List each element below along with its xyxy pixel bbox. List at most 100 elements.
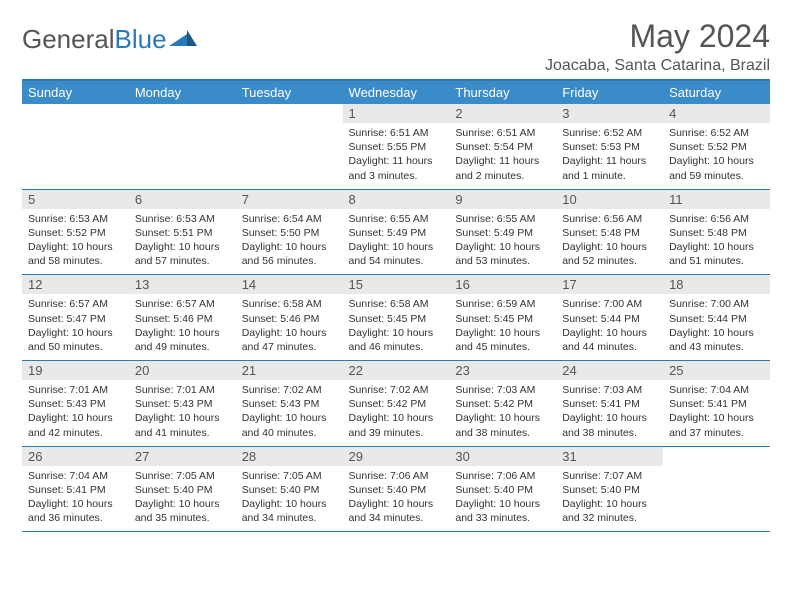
weekday-header: Saturday (663, 81, 770, 104)
day-number: 8 (343, 190, 450, 209)
day-number: 20 (129, 361, 236, 380)
day-number: 21 (236, 361, 343, 380)
day-detail: Sunrise: 6:52 AM Sunset: 5:53 PM Dayligh… (556, 123, 663, 189)
calendar-cell: 9Sunrise: 6:55 AM Sunset: 5:49 PM Daylig… (449, 189, 556, 275)
day-number: 27 (129, 447, 236, 466)
page-title: May 2024 (545, 18, 770, 55)
day-number: 6 (129, 190, 236, 209)
day-detail: Sunrise: 7:03 AM Sunset: 5:41 PM Dayligh… (556, 380, 663, 446)
calendar-cell: 6Sunrise: 6:53 AM Sunset: 5:51 PM Daylig… (129, 189, 236, 275)
day-detail: Sunrise: 6:52 AM Sunset: 5:52 PM Dayligh… (663, 123, 770, 189)
day-detail: Sunrise: 7:01 AM Sunset: 5:43 PM Dayligh… (129, 380, 236, 446)
calendar-cell: 12Sunrise: 6:57 AM Sunset: 5:47 PM Dayli… (22, 275, 129, 361)
title-block: May 2024 Joacaba, Santa Catarina, Brazil (545, 18, 770, 75)
day-detail: Sunrise: 7:02 AM Sunset: 5:42 PM Dayligh… (343, 380, 450, 446)
day-detail: Sunrise: 6:53 AM Sunset: 5:52 PM Dayligh… (22, 209, 129, 275)
day-detail: Sunrise: 7:06 AM Sunset: 5:40 PM Dayligh… (449, 466, 556, 532)
calendar-cell: 22Sunrise: 7:02 AM Sunset: 5:42 PM Dayli… (343, 361, 450, 447)
day-number: 13 (129, 275, 236, 294)
logo-icon (169, 28, 197, 48)
calendar-cell: 28Sunrise: 7:05 AM Sunset: 5:40 PM Dayli… (236, 446, 343, 532)
calendar-cell: 5Sunrise: 6:53 AM Sunset: 5:52 PM Daylig… (22, 189, 129, 275)
calendar-row: 19Sunrise: 7:01 AM Sunset: 5:43 PM Dayli… (22, 361, 770, 447)
day-number: 31 (556, 447, 663, 466)
day-number: 19 (22, 361, 129, 380)
day-number: 11 (663, 190, 770, 209)
calendar-cell (663, 446, 770, 532)
weekday-header: Tuesday (236, 81, 343, 104)
calendar-cell: 10Sunrise: 6:56 AM Sunset: 5:48 PM Dayli… (556, 189, 663, 275)
calendar-cell: 18Sunrise: 7:00 AM Sunset: 5:44 PM Dayli… (663, 275, 770, 361)
calendar-cell (236, 104, 343, 189)
header: GeneralBlue May 2024 Joacaba, Santa Cata… (22, 18, 770, 75)
calendar-cell: 14Sunrise: 6:58 AM Sunset: 5:46 PM Dayli… (236, 275, 343, 361)
day-detail: Sunrise: 6:59 AM Sunset: 5:45 PM Dayligh… (449, 294, 556, 360)
calendar-cell (129, 104, 236, 189)
calendar-cell: 17Sunrise: 7:00 AM Sunset: 5:44 PM Dayli… (556, 275, 663, 361)
calendar-cell: 13Sunrise: 6:57 AM Sunset: 5:46 PM Dayli… (129, 275, 236, 361)
day-detail: Sunrise: 7:07 AM Sunset: 5:40 PM Dayligh… (556, 466, 663, 532)
day-number: 25 (663, 361, 770, 380)
logo: GeneralBlue (22, 18, 197, 55)
calendar-row: 1Sunrise: 6:51 AM Sunset: 5:55 PM Daylig… (22, 104, 770, 189)
day-detail: Sunrise: 6:57 AM Sunset: 5:47 PM Dayligh… (22, 294, 129, 360)
day-detail: Sunrise: 6:51 AM Sunset: 5:54 PM Dayligh… (449, 123, 556, 189)
calendar-cell: 1Sunrise: 6:51 AM Sunset: 5:55 PM Daylig… (343, 104, 450, 189)
calendar-table: SundayMondayTuesdayWednesdayThursdayFrid… (22, 81, 770, 532)
day-number: 1 (343, 104, 450, 123)
calendar-cell: 26Sunrise: 7:04 AM Sunset: 5:41 PM Dayli… (22, 446, 129, 532)
day-number: 30 (449, 447, 556, 466)
day-number: 17 (556, 275, 663, 294)
day-detail: Sunrise: 6:57 AM Sunset: 5:46 PM Dayligh… (129, 294, 236, 360)
day-number: 12 (22, 275, 129, 294)
weekday-header: Thursday (449, 81, 556, 104)
page-subtitle: Joacaba, Santa Catarina, Brazil (545, 57, 770, 75)
logo-text-1: General (22, 24, 115, 55)
day-detail: Sunrise: 6:55 AM Sunset: 5:49 PM Dayligh… (449, 209, 556, 275)
day-detail: Sunrise: 7:05 AM Sunset: 5:40 PM Dayligh… (129, 466, 236, 532)
day-detail: Sunrise: 6:56 AM Sunset: 5:48 PM Dayligh… (556, 209, 663, 275)
day-number: 26 (22, 447, 129, 466)
logo-text-2: Blue (115, 24, 167, 55)
calendar-row: 5Sunrise: 6:53 AM Sunset: 5:52 PM Daylig… (22, 189, 770, 275)
calendar-body: 1Sunrise: 6:51 AM Sunset: 5:55 PM Daylig… (22, 104, 770, 532)
day-number: 28 (236, 447, 343, 466)
day-number: 4 (663, 104, 770, 123)
calendar-cell: 27Sunrise: 7:05 AM Sunset: 5:40 PM Dayli… (129, 446, 236, 532)
weekday-header: Wednesday (343, 81, 450, 104)
day-detail: Sunrise: 7:02 AM Sunset: 5:43 PM Dayligh… (236, 380, 343, 446)
day-detail: Sunrise: 6:58 AM Sunset: 5:46 PM Dayligh… (236, 294, 343, 360)
day-number: 14 (236, 275, 343, 294)
calendar-cell: 8Sunrise: 6:55 AM Sunset: 5:49 PM Daylig… (343, 189, 450, 275)
day-detail: Sunrise: 7:00 AM Sunset: 5:44 PM Dayligh… (556, 294, 663, 360)
calendar-cell: 7Sunrise: 6:54 AM Sunset: 5:50 PM Daylig… (236, 189, 343, 275)
calendar-cell: 29Sunrise: 7:06 AM Sunset: 5:40 PM Dayli… (343, 446, 450, 532)
calendar-cell: 3Sunrise: 6:52 AM Sunset: 5:53 PM Daylig… (556, 104, 663, 189)
day-detail: Sunrise: 7:01 AM Sunset: 5:43 PM Dayligh… (22, 380, 129, 446)
day-number: 22 (343, 361, 450, 380)
day-detail: Sunrise: 7:05 AM Sunset: 5:40 PM Dayligh… (236, 466, 343, 532)
calendar-cell: 11Sunrise: 6:56 AM Sunset: 5:48 PM Dayli… (663, 189, 770, 275)
day-number: 29 (343, 447, 450, 466)
day-number: 18 (663, 275, 770, 294)
calendar-cell: 2Sunrise: 6:51 AM Sunset: 5:54 PM Daylig… (449, 104, 556, 189)
day-detail: Sunrise: 6:54 AM Sunset: 5:50 PM Dayligh… (236, 209, 343, 275)
day-detail: Sunrise: 7:00 AM Sunset: 5:44 PM Dayligh… (663, 294, 770, 360)
calendar-cell: 21Sunrise: 7:02 AM Sunset: 5:43 PM Dayli… (236, 361, 343, 447)
calendar-header-row: SundayMondayTuesdayWednesdayThursdayFrid… (22, 81, 770, 104)
calendar-cell: 24Sunrise: 7:03 AM Sunset: 5:41 PM Dayli… (556, 361, 663, 447)
day-number: 10 (556, 190, 663, 209)
day-number: 3 (556, 104, 663, 123)
calendar-cell: 23Sunrise: 7:03 AM Sunset: 5:42 PM Dayli… (449, 361, 556, 447)
calendar-cell: 25Sunrise: 7:04 AM Sunset: 5:41 PM Dayli… (663, 361, 770, 447)
day-number: 7 (236, 190, 343, 209)
day-number: 16 (449, 275, 556, 294)
day-detail: Sunrise: 6:56 AM Sunset: 5:48 PM Dayligh… (663, 209, 770, 275)
calendar-cell: 4Sunrise: 6:52 AM Sunset: 5:52 PM Daylig… (663, 104, 770, 189)
calendar-cell: 30Sunrise: 7:06 AM Sunset: 5:40 PM Dayli… (449, 446, 556, 532)
day-detail: Sunrise: 7:06 AM Sunset: 5:40 PM Dayligh… (343, 466, 450, 532)
day-number: 2 (449, 104, 556, 123)
calendar-cell: 16Sunrise: 6:59 AM Sunset: 5:45 PM Dayli… (449, 275, 556, 361)
day-number: 9 (449, 190, 556, 209)
day-detail: Sunrise: 6:53 AM Sunset: 5:51 PM Dayligh… (129, 209, 236, 275)
